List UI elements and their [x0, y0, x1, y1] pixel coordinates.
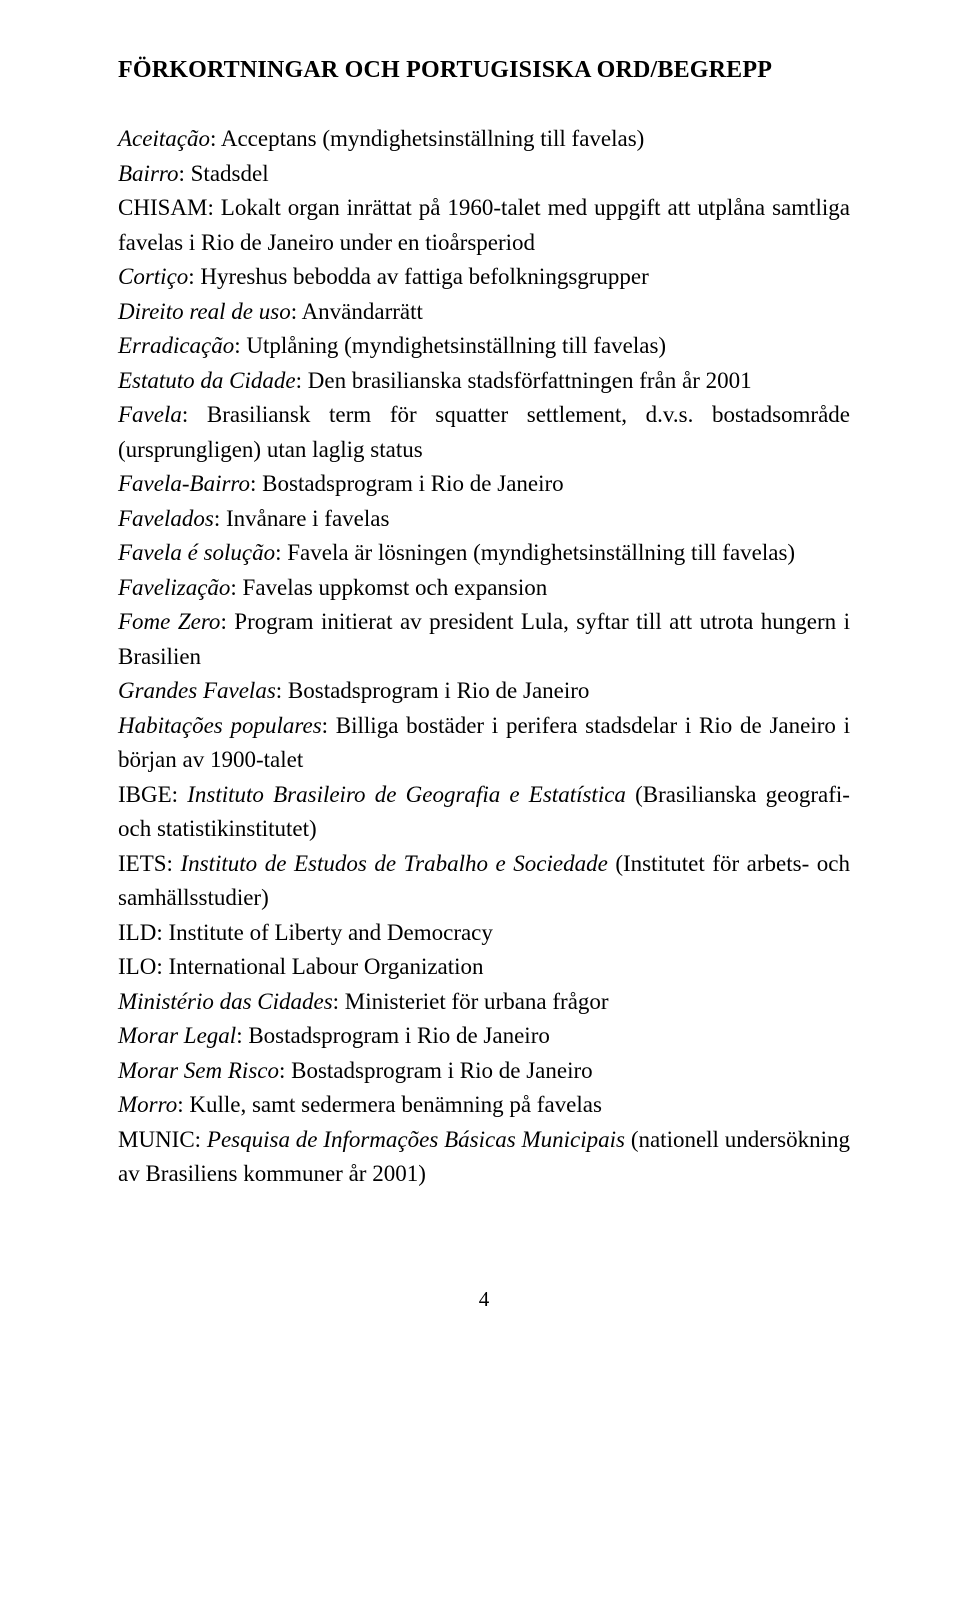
entry-description: : Den brasilianska stadsförfattningen fr…	[296, 368, 752, 393]
entry-description: : Invånare i favelas	[214, 506, 390, 531]
entry-description: : Bostadsprogram i Rio de Janeiro	[250, 471, 564, 496]
entry-italic: Ministério das Cidades	[118, 989, 333, 1014]
definitions-body: Aceitação: Acceptans (myndighetsinställn…	[118, 122, 850, 1192]
glossary-entry: IETS: Instituto de Estudos de Trabalho e…	[118, 847, 850, 916]
entry-term: Direito real de uso	[118, 299, 291, 324]
entry-prefix: IBGE:	[118, 782, 187, 807]
entry-description: : Bostadsprogram i Rio de Janeiro	[276, 678, 590, 703]
entry-description: CHISAM: Lokalt organ inrättat på 1960-ta…	[118, 195, 850, 255]
entry-description: : Favela är lösningen (myndighetsinställ…	[275, 540, 795, 565]
glossary-entry: Favela-Bairro: Bostadsprogram i Rio de J…	[118, 467, 850, 502]
entry-term: Favela é solução	[118, 540, 275, 565]
entry-term: Grandes Favelas	[118, 678, 276, 703]
entry-italic: Morro	[118, 1092, 177, 1117]
entry-prefix: ILD: Institute of Liberty and Democracy	[118, 920, 493, 945]
glossary-entry: Ministério das Cidades: Ministeriet för …	[118, 985, 850, 1020]
entry-prefix: MUNIC:	[118, 1127, 207, 1152]
entry-term: Favelização	[118, 575, 230, 600]
glossary-entry: Favela é solução: Favela är lösningen (m…	[118, 536, 850, 571]
glossary-entry: Erradicação: Utplåning (myndighetsinstäl…	[118, 329, 850, 364]
glossary-entry: Fome Zero: Program initierat av presiden…	[118, 605, 850, 674]
entry-italic: Pesquisa de Informações Básicas Municipa…	[207, 1127, 625, 1152]
entry-description: : Favelas uppkomst och expansion	[230, 575, 547, 600]
glossary-entry: Morar Legal: Bostadsprogram i Rio de Jan…	[118, 1019, 850, 1054]
glossary-entry: CHISAM: Lokalt organ inrättat på 1960-ta…	[118, 191, 850, 260]
glossary-entry: Morar Sem Risco: Bostadsprogram i Rio de…	[118, 1054, 850, 1089]
entry-term: Cortiço	[118, 264, 188, 289]
entry-description: : Acceptans (myndighetsinställning till …	[210, 126, 644, 151]
entry-term: Favela-Bairro	[118, 471, 250, 496]
glossary-entry: Cortiço: Hyreshus bebodda av fattiga bef…	[118, 260, 850, 295]
entry-description: : Brasiliansk term för squatter settleme…	[118, 402, 850, 462]
glossary-entry: Favela: Brasiliansk term för squatter se…	[118, 398, 850, 467]
entry-term: Bairro	[118, 161, 179, 186]
entry-description: : Stadsdel	[179, 161, 269, 186]
entry-term: Favelados	[118, 506, 214, 531]
glossary-entry: IBGE: Instituto Brasileiro de Geografia …	[118, 778, 850, 847]
glossary-entry: Bairro: Stadsdel	[118, 157, 850, 192]
glossary-entry: MUNIC: Pesquisa de Informações Básicas M…	[118, 1123, 850, 1192]
glossary-entry: Estatuto da Cidade: Den brasilianska sta…	[118, 364, 850, 399]
entry-term: Erradicação	[118, 333, 234, 358]
glossary-entry: Morro: Kulle, samt sedermera benämning p…	[118, 1088, 850, 1123]
entry-italic: Morar Legal	[118, 1023, 236, 1048]
entry-term: Habitações populares	[118, 713, 322, 738]
document-page: FÖRKORTNINGAR OCH PORTUGISISKA ORD/BEGRE…	[0, 0, 960, 1605]
entry-italic: Instituto Brasileiro de Geografia e Esta…	[187, 782, 626, 807]
entry-term: Fome Zero	[118, 609, 220, 634]
entry-suffix: : Kulle, samt sedermera benämning på fav…	[177, 1092, 602, 1117]
entry-suffix: : Bostadsprogram i Rio de Janeiro	[236, 1023, 550, 1048]
entry-term: Aceitação	[118, 126, 210, 151]
glossary-entry: Aceitação: Acceptans (myndighetsinställn…	[118, 122, 850, 157]
entry-suffix: : Ministeriet för urbana frågor	[333, 989, 609, 1014]
entry-italic: Instituto de Estudos de Trabalho e Socie…	[181, 851, 608, 876]
entry-suffix: : Bostadsprogram i Rio de Janeiro	[279, 1058, 593, 1083]
glossary-entry: ILD: Institute of Liberty and Democracy	[118, 916, 850, 951]
glossary-entry: ILO: International Labour Organization	[118, 950, 850, 985]
entry-italic: Morar Sem Risco	[118, 1058, 279, 1083]
page-heading: FÖRKORTNINGAR OCH PORTUGISISKA ORD/BEGRE…	[118, 52, 850, 88]
glossary-entry: Habitações populares: Billiga bostäder i…	[118, 709, 850, 778]
glossary-entry: Favelados: Invånare i favelas	[118, 502, 850, 537]
entry-description: : Hyreshus bebodda av fattiga befolkning…	[188, 264, 649, 289]
entry-prefix: IETS:	[118, 851, 181, 876]
entry-description: : Program initierat av president Lula, s…	[118, 609, 850, 669]
glossary-entry: Grandes Favelas: Bostadsprogram i Rio de…	[118, 674, 850, 709]
glossary-entry: Favelização: Favelas uppkomst och expans…	[118, 571, 850, 606]
entry-description: : Utplåning (myndighetsinställning till …	[234, 333, 666, 358]
glossary-entry: Direito real de uso: Användarrätt	[118, 295, 850, 330]
page-number: 4	[118, 1284, 850, 1316]
entry-term: Favela	[118, 402, 182, 427]
entry-prefix: ILO: International Labour Organization	[118, 954, 484, 979]
entry-description: : Användarrätt	[291, 299, 423, 324]
entry-term: Estatuto da Cidade	[118, 368, 296, 393]
